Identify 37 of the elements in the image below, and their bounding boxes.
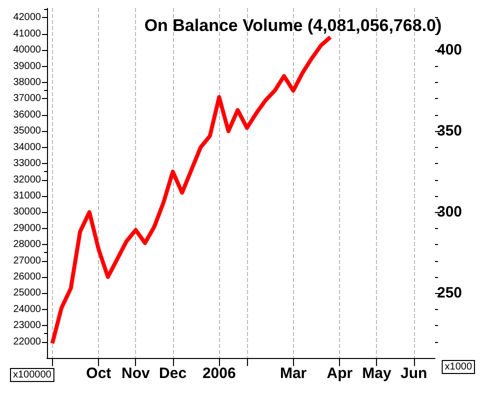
y-tick-label: 23000 [13,320,42,332]
x-tick-label: Oct [86,365,112,382]
y2-tick-label: 250 [437,284,462,302]
y2-tick-label: 300 [437,204,462,221]
line-series [50,35,332,346]
text: x100000 [13,370,52,380]
y-tick-label: 42000 [13,12,42,24]
y-tick-label: 25000 [13,288,42,299]
y-tick-label: 27000 [13,255,42,266]
y-tick-label: 32000 [13,174,42,186]
y-tick-label: 37000 [13,93,42,104]
x-tick-label: Mar [280,365,307,382]
x-tick-label: Apr [326,365,353,382]
y-tick-label: 36000 [13,109,42,120]
y-tick-label: 30000 [13,206,42,218]
y-tick-label: 34000 [13,142,42,153]
x-tick-label: 2006 [202,365,236,382]
y-tick-label: 31000 [13,190,42,202]
y2-tick-label: 350 [437,122,462,140]
y-tick-label: 29000 [13,222,42,234]
y-tick-label: 38000 [13,77,42,88]
y-tick-label: 41000 [13,28,42,40]
x-tick-label: Jun [400,365,428,382]
y-tick-label: 39000 [13,60,42,72]
y-tick-label: 22000 [13,336,42,348]
text: On Balance Volume (4,081,056,768.0) [144,16,442,35]
x-tick-label: Nov [122,365,151,382]
y-tick-label: 26000 [13,271,42,282]
y-tick-label: 40000 [13,44,42,56]
x-tick-label: May [362,365,392,382]
x-tick-label: Dec [159,365,187,382]
y-tick-label: 33000 [13,158,42,170]
text: x1000 [444,362,472,372]
y2-tick-label: 400 [437,42,462,59]
y-tick-label: 28000 [13,239,42,250]
y-tick-label: 24000 [13,304,42,315]
y-tick-label: 35000 [13,126,42,137]
